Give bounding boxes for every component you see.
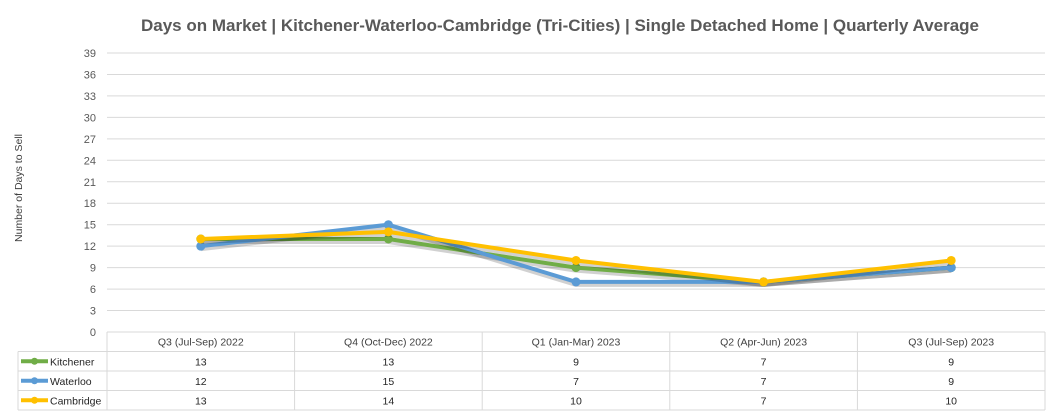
category-label: Q3 (Jul-Sep) 2023 <box>908 337 994 349</box>
y-tick-label: 33 <box>84 91 96 103</box>
y-tick-label: 39 <box>84 48 96 60</box>
table-value: 13 <box>195 395 207 407</box>
data-point <box>571 263 581 273</box>
y-tick-label: 36 <box>84 69 96 81</box>
y-tick-label: 0 <box>90 327 96 339</box>
category-label: Q2 (Apr-Jun) 2023 <box>720 337 807 349</box>
y-tick-label: 30 <box>84 112 96 124</box>
data-point <box>759 277 769 287</box>
legend-swatch-marker <box>31 357 38 365</box>
legend-label: Waterloo <box>50 376 92 388</box>
y-axis-label: Number of Days to Sell <box>13 134 25 242</box>
series-lines <box>196 220 956 287</box>
gridlines <box>107 52 1045 333</box>
table-value: 10 <box>570 395 582 407</box>
data-point <box>383 234 393 244</box>
table-value: 9 <box>573 356 579 368</box>
table-value: 7 <box>761 356 767 368</box>
legend-swatch-marker <box>31 377 38 385</box>
table-value: 9 <box>948 376 954 388</box>
y-tick-label: 21 <box>84 177 96 189</box>
table-value: 14 <box>383 395 395 407</box>
legend-swatch-marker <box>31 396 38 404</box>
data-point <box>946 263 956 273</box>
table-value: 7 <box>573 376 579 388</box>
chart-title: Days on Market | Kitchener-Waterloo-Camb… <box>141 16 979 35</box>
data-point <box>946 255 956 265</box>
table-value: 13 <box>383 356 395 368</box>
category-label: Q1 (Jan-Mar) 2023 <box>532 337 621 349</box>
data-table: Q3 (Jul-Sep) 2022 Q4 (Oct-Dec) 2022 Q1 (Ja… <box>17 331 1046 411</box>
data-point <box>383 227 393 237</box>
table-value: 9 <box>948 356 954 368</box>
table-value: 15 <box>383 376 395 388</box>
y-tick-label: 6 <box>90 284 96 296</box>
y-tick-label: 27 <box>84 134 96 146</box>
data-point <box>383 220 393 230</box>
legend-label: Kitchener <box>50 356 95 368</box>
legend-label: Cambridge <box>50 395 102 407</box>
y-tick-label: 12 <box>84 241 96 253</box>
data-point <box>571 255 581 265</box>
category-label: Q3 (Jul-Sep) 2022 <box>158 337 244 349</box>
y-tick-label: 15 <box>84 220 96 232</box>
table-value: 7 <box>761 376 767 388</box>
y-tick-label: 18 <box>84 198 96 210</box>
table-value: 10 <box>945 395 957 407</box>
data-point <box>196 234 206 244</box>
y-tick-label: 3 <box>90 306 96 318</box>
y-tick-label: 9 <box>90 263 96 275</box>
table-value: 12 <box>195 376 207 388</box>
data-point <box>196 241 206 251</box>
y-tick-label: 24 <box>84 155 96 167</box>
data-point <box>571 277 581 287</box>
table-value: 7 <box>761 395 767 407</box>
table-value: 13 <box>195 356 207 368</box>
category-label: Q4 (Oct-Dec) 2022 <box>344 337 433 349</box>
